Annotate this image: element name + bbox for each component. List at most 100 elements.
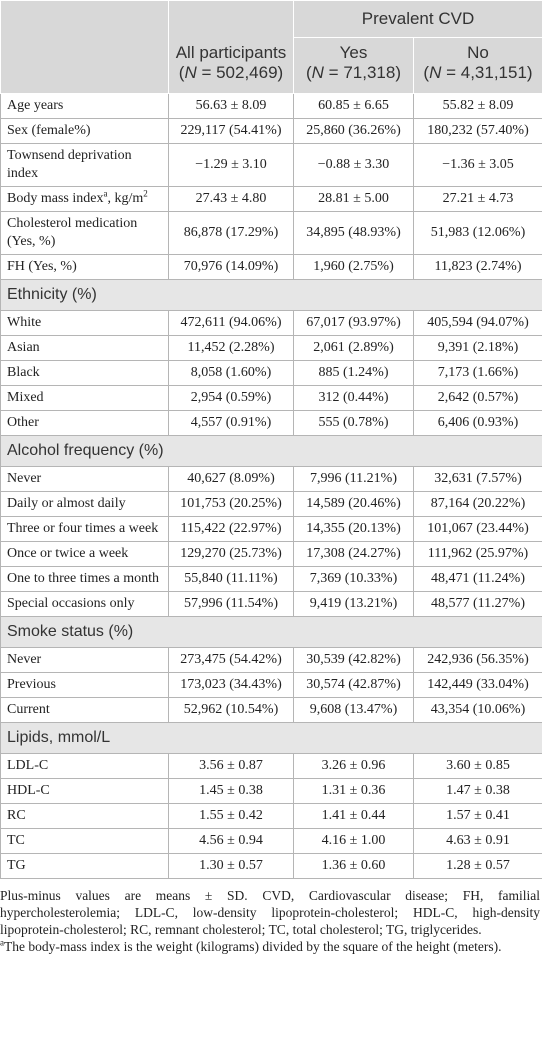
table-row: Previous 173,023 (34.43%) 30,574 (42.87%) 1…	[0, 672, 542, 698]
cell: 17,308 (24.27%)	[293, 541, 414, 567]
cell: 7,369 (10.33%)	[293, 566, 414, 592]
text-segment: N	[311, 63, 324, 82]
row-label: Sex (female%)	[0, 118, 169, 144]
table-row: Special occasions only 57,996 (11.54%) 9,4…	[0, 591, 542, 617]
row-label: Body mass indexa, kg/m2	[0, 186, 169, 212]
cell: 32,631 (7.57%)	[413, 466, 542, 492]
table-row: Age years 56.63 ± 8.09 60.85 ± 6.65 55.82 ±…	[0, 93, 542, 119]
cell: −1.36 ± 3.05	[413, 143, 542, 187]
cell: 48,471 (11.24%)	[413, 566, 542, 592]
footnote: aThe body-mass index is the weight (kilo…	[0, 938, 540, 955]
header-blank	[0, 0, 169, 94]
table-row: TC 4.56 ± 0.94 4.16 ± 1.00 4.63 ± 0.91	[0, 828, 542, 854]
cell: 70,976 (14.09%)	[168, 254, 294, 280]
cell: 312 (0.44%)	[293, 385, 414, 411]
cell: 111,962 (25.97%)	[413, 541, 542, 567]
table-row: Cholesterol medication (Yes, %) 86,878 (1…	[0, 211, 542, 255]
cell: 30,539 (42.82%)	[293, 647, 414, 673]
table-row: Other 4,557 (0.91%) 555 (0.78%) 6,406 (0.93…	[0, 410, 542, 436]
cell: 67,017 (93.97%)	[293, 310, 414, 336]
table-row: FH (Yes, %) 70,976 (14.09%) 1,960 (2.75%) 1…	[0, 254, 542, 280]
text-segment: N	[429, 63, 442, 82]
text-segment: All participants	[175, 43, 287, 62]
cell: 9,391 (2.18%)	[413, 335, 542, 361]
cell: −0.88 ± 3.30	[293, 143, 414, 187]
text-segment: (	[178, 63, 185, 82]
text-segment: a	[0, 937, 4, 948]
cell: 555 (0.78%)	[293, 410, 414, 436]
cell: 4.16 ± 1.00	[293, 828, 414, 854]
table-row: LDL-C 3.56 ± 0.87 3.26 ± 0.96 3.60 ± 0.85	[0, 753, 542, 779]
table-row: Never 273,475 (54.42%) 30,539 (42.82%) 242,…	[0, 647, 542, 673]
row-label: Mixed	[0, 385, 169, 411]
cell: 101,753 (20.25%)	[168, 491, 294, 517]
cell: 86,878 (17.29%)	[168, 211, 294, 255]
section-row: Ethnicity (%)	[0, 279, 542, 311]
cell: 25,860 (36.26%)	[293, 118, 414, 144]
row-label: TC	[0, 828, 169, 854]
cell: 11,452 (2.28%)	[168, 335, 294, 361]
cell: 11,823 (2.74%)	[413, 254, 542, 280]
cell: 1.57 ± 0.41	[413, 803, 542, 829]
row-label: White	[0, 310, 169, 336]
row-label: Never	[0, 647, 169, 673]
header-cell: Yes (N = 71,318)	[293, 37, 414, 94]
table-row: HDL-C 1.45 ± 0.38 1.31 ± 0.36 1.47 ± 0.38	[0, 778, 542, 804]
cell: 1,960 (2.75%)	[293, 254, 414, 280]
row-label: FH (Yes, %)	[0, 254, 169, 280]
row-label: RC	[0, 803, 169, 829]
cell: 129,270 (25.73%)	[168, 541, 294, 567]
section-row: Lipids, mmol/L	[0, 722, 542, 754]
text-segment: 2	[143, 188, 148, 199]
header-cell: No (N = 4,31,151)	[413, 37, 542, 94]
cell: 2,954 (0.59%)	[168, 385, 294, 411]
cell: 273,475 (54.42%)	[168, 647, 294, 673]
text-segment: Body mass index	[7, 191, 104, 206]
table-row: Three or four times a week 115,422 (22.97…	[0, 516, 542, 542]
row-label: HDL-C	[0, 778, 169, 804]
row-label: Townsend deprivation index	[0, 143, 169, 187]
cell: 14,355 (20.13%)	[293, 516, 414, 542]
cell: 229,117 (54.41%)	[168, 118, 294, 144]
cell: 8,058 (1.60%)	[168, 360, 294, 386]
cell: 1.41 ± 0.44	[293, 803, 414, 829]
row-label: Age years	[0, 93, 169, 119]
text-segment: = 502,469)	[196, 63, 284, 82]
cell: 4,557 (0.91%)	[168, 410, 294, 436]
table-row: TG 1.30 ± 0.57 1.36 ± 0.60 1.28 ± 0.57	[0, 853, 542, 879]
cell: 3.60 ± 0.85	[413, 753, 542, 779]
section-title: Smoke status (%)	[0, 616, 542, 648]
text-segment: = 71,318)	[323, 63, 401, 82]
table-row: One to three times a month 55,840 (11.11%…	[0, 566, 542, 592]
table-body: Age years 56.63 ± 8.09 60.85 ± 6.65 55.82 ±…	[0, 93, 542, 879]
text-segment: (	[423, 63, 430, 82]
cell: 405,594 (94.07%)	[413, 310, 542, 336]
cell: 14,589 (20.46%)	[293, 491, 414, 517]
footnotes: Plus-minus values are means ± SD. CVD, C…	[0, 879, 542, 955]
table-row: Never 40,627 (8.09%) 7,996 (11.21%) 32,631 …	[0, 466, 542, 492]
text-segment: N	[184, 63, 197, 82]
header-cell: All participants (N = 502,469)	[168, 0, 294, 94]
cell: 472,611 (94.06%)	[168, 310, 294, 336]
cell: 27.43 ± 4.80	[168, 186, 294, 212]
section-row: Alcohol frequency (%)	[0, 435, 542, 467]
cell: 51,983 (12.06%)	[413, 211, 542, 255]
cell: 101,067 (23.44%)	[413, 516, 542, 542]
table: All participants (N = 502,469) Prevalent …	[0, 0, 542, 879]
cell: 2,061 (2.89%)	[293, 335, 414, 361]
row-label: Special occasions only	[0, 591, 169, 617]
row-label: Three or four times a week	[0, 516, 169, 542]
table-row: Daily or almost daily 101,753 (20.25%) 14,…	[0, 491, 542, 517]
cell: 173,023 (34.43%)	[168, 672, 294, 698]
cell: 3.56 ± 0.87	[168, 753, 294, 779]
cell: 60.85 ± 6.65	[293, 93, 414, 119]
cell: 9,419 (13.21%)	[293, 591, 414, 617]
cell: 1.47 ± 0.38	[413, 778, 542, 804]
row-label: TG	[0, 853, 169, 879]
cell: 52,962 (10.54%)	[168, 697, 294, 723]
text-segment: No	[467, 43, 489, 62]
table-row: Black 8,058 (1.60%) 885 (1.24%) 7,173 (1.66…	[0, 360, 542, 386]
cell: 28.81 ± 5.00	[293, 186, 414, 212]
row-label: Never	[0, 466, 169, 492]
